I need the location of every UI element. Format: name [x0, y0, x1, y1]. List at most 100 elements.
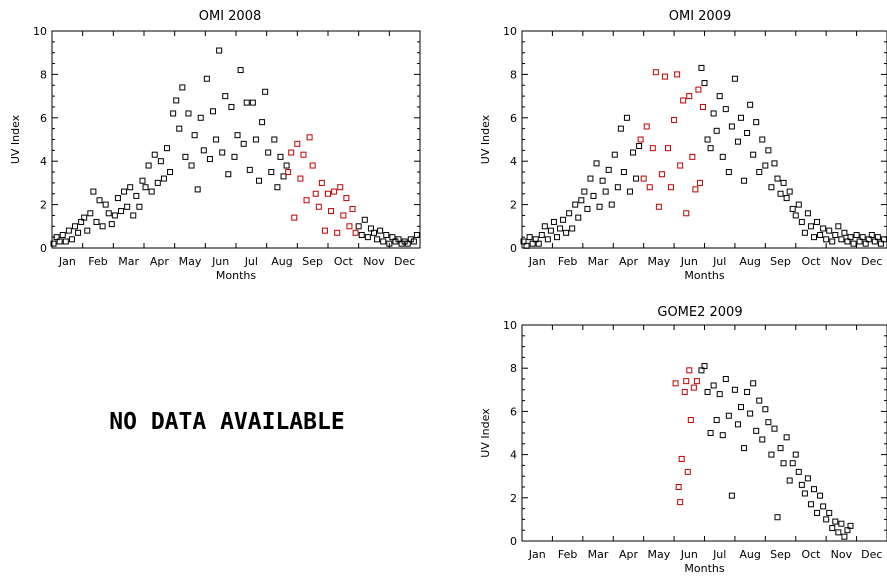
data-point — [352, 229, 359, 236]
data-point — [283, 162, 290, 169]
data-point — [871, 238, 878, 245]
data-point — [262, 88, 269, 95]
x-tick-label: Nov — [363, 255, 385, 268]
data-point — [652, 69, 659, 76]
data-point — [707, 145, 714, 152]
data-point — [704, 136, 711, 143]
x-tick-label: May — [648, 548, 671, 561]
chart-title: GOME2 2009 — [657, 305, 742, 320]
x-tick-label: Jul — [244, 255, 258, 268]
y-tick-label: 0 — [510, 242, 517, 255]
y-tick-label: 6 — [510, 405, 517, 418]
data-point — [596, 203, 603, 210]
x-tick-label: Mar — [118, 255, 139, 268]
data-point — [832, 518, 839, 525]
data-point — [683, 210, 690, 217]
data-point — [731, 386, 738, 393]
data-point — [649, 145, 656, 152]
data-point — [386, 240, 393, 247]
data-point — [814, 218, 821, 225]
data-point — [587, 175, 594, 182]
data-point — [213, 136, 220, 143]
data-point — [315, 203, 322, 210]
data-point — [865, 236, 872, 243]
data-point — [801, 490, 808, 497]
plot-area: 0 2 4 6 8 10 Jan Feb Mar Apr May Jun Jul Aug Sep Oct Nov… — [9, 25, 421, 282]
data-point — [823, 516, 830, 523]
x-tick-label: Apr — [150, 255, 170, 268]
data-point — [777, 190, 784, 197]
data-point — [850, 240, 857, 247]
data-point — [841, 229, 848, 236]
data-point — [695, 86, 702, 93]
x-tick-label: Mar — [588, 255, 609, 268]
data-point — [684, 468, 691, 475]
data-point — [880, 236, 887, 243]
data-point — [118, 208, 124, 215]
x-tick-label: Dec — [861, 255, 882, 268]
data-point — [710, 110, 717, 117]
y-tick-label: 10 — [503, 25, 517, 38]
data-point — [160, 175, 167, 182]
data-point — [371, 229, 377, 236]
data-point — [154, 179, 161, 186]
data-point — [303, 197, 310, 204]
data-point — [142, 184, 149, 191]
data-point — [68, 236, 75, 243]
data-point — [747, 410, 754, 417]
x-tick-label: Oct — [801, 255, 821, 268]
data-point — [741, 445, 748, 452]
data-point — [693, 378, 700, 385]
data-point — [176, 125, 183, 132]
data-point — [157, 158, 164, 165]
data-point — [728, 123, 735, 130]
x-tick-label: Apr — [619, 548, 639, 561]
data-point — [698, 367, 705, 374]
data-point — [686, 367, 693, 374]
data-point — [826, 227, 833, 234]
data-point — [738, 404, 744, 411]
data-point — [853, 231, 860, 238]
data-point — [550, 218, 557, 225]
data-point — [731, 75, 738, 82]
chart-gome2-2009: GOME2 2009 0 2 4 6 8 10 Jan Feb Mar Apr May Jun Jul A… — [479, 305, 887, 575]
data-point — [90, 188, 97, 195]
data-point — [707, 430, 714, 436]
data-point — [747, 101, 754, 108]
data-point — [151, 151, 158, 158]
data-point — [611, 151, 618, 158]
data-point — [572, 201, 579, 208]
data-point — [340, 212, 347, 219]
data-point — [783, 195, 790, 202]
data-point — [844, 527, 851, 534]
data-point — [841, 533, 848, 540]
data-point — [687, 417, 694, 424]
x-axis-label: Months — [684, 562, 724, 575]
data-point — [231, 153, 238, 160]
data-point — [786, 477, 793, 484]
data-point — [404, 240, 411, 247]
chart-title: OMI 2008 — [199, 9, 262, 24]
data-point — [832, 231, 839, 238]
data-point — [699, 103, 706, 110]
x-tick-label: Apr — [619, 255, 639, 268]
data-point — [274, 184, 281, 191]
y-tick-label: 8 — [40, 68, 47, 81]
data-point — [630, 149, 637, 156]
data-point — [686, 93, 693, 100]
data-point — [847, 522, 854, 529]
data-point — [256, 177, 262, 184]
data-point — [725, 169, 732, 176]
data-point — [280, 173, 287, 180]
data-point — [557, 225, 564, 232]
data-point — [547, 227, 554, 234]
data-point — [759, 436, 766, 443]
data-point — [532, 236, 539, 243]
data-point — [807, 501, 814, 508]
data-point — [777, 445, 784, 452]
data-point — [738, 114, 744, 121]
data-point — [410, 238, 417, 245]
y-tick-label: 10 — [503, 319, 517, 332]
data-point — [713, 417, 720, 424]
data-point — [789, 205, 796, 212]
